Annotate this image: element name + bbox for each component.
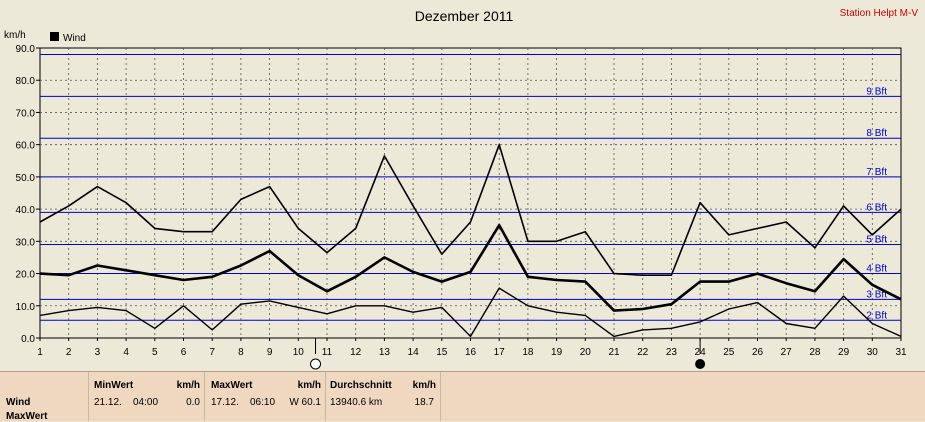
x-tick-label: 3 [95, 347, 101, 358]
wind-chart: Dezember 2011 Station Helpt M-V km/h Win… [0, 0, 925, 371]
bft-label: 4 Bft [866, 264, 887, 275]
x-tick-label: 23 [666, 347, 678, 358]
x-tick-label: 5 [152, 347, 158, 358]
x-tick-label: 18 [522, 347, 534, 358]
y-tick-label: 20.0 [16, 270, 36, 281]
max-column: MaxWert km/h 17.12. 06:10 W 60.1 [205, 372, 326, 421]
legend-swatch [50, 32, 59, 41]
y-tick-label: 60.0 [16, 141, 36, 152]
y-tick-label: 40.0 [16, 205, 36, 216]
x-tick-label: 11 [322, 347, 333, 358]
y-tick-label: 90.0 [16, 44, 36, 55]
min-unit: km/h [177, 380, 200, 391]
y-tick-label: 10.0 [16, 302, 36, 313]
min-value: 0.0 [186, 397, 200, 408]
min-date: 21.12. [94, 397, 122, 408]
table-label-column [0, 372, 89, 421]
x-tick-label: 27 [781, 347, 793, 358]
full-moon-icon [311, 359, 321, 369]
max-date: 17.12. [211, 397, 239, 408]
x-tick-label: 26 [752, 347, 764, 358]
x-tick-label: 10 [293, 347, 305, 358]
x-tick-label: 30 [867, 347, 879, 358]
x-tick-label: 14 [408, 347, 420, 358]
x-tick-label: 8 [238, 347, 244, 358]
min-time: 04:00 [133, 397, 158, 408]
stats-table: Wind MaxWert MinWert km/h 21.12. 04:00 0… [0, 371, 925, 421]
bft-label: 6 Bft [866, 202, 887, 213]
x-tick-label: 13 [379, 347, 391, 358]
y-tick-label: 80.0 [16, 76, 36, 87]
x-tick-label: 19 [551, 347, 563, 358]
x-tick-label: 2 [66, 347, 72, 358]
x-tick-label: 29 [838, 347, 850, 358]
bft-label: 2 Bft [866, 310, 887, 321]
x-tick-label: 6 [181, 347, 187, 358]
avg-value: 18.7 [415, 397, 434, 408]
x-tick-label: 25 [723, 347, 735, 358]
legend-label: Wind [63, 33, 86, 44]
bft-label: 9 Bft [866, 86, 887, 97]
x-tick-label: 12 [350, 347, 362, 358]
bft-label: 8 Bft [866, 128, 887, 139]
x-tick-label: 22 [637, 347, 649, 358]
chart-title: Dezember 2011 [415, 8, 514, 24]
x-tick-label: 28 [809, 347, 821, 358]
x-tick-label: 1 [37, 347, 43, 358]
y-tick-label: 70.0 [16, 108, 36, 119]
x-tick-label: 20 [580, 347, 592, 358]
y-unit-label: km/h [4, 30, 26, 41]
x-tick-label: 15 [436, 347, 448, 358]
min-header: MinWert [94, 380, 133, 391]
x-tick-label: 9 [267, 347, 273, 358]
max-unit: km/h [298, 380, 321, 391]
new-moon-icon [696, 360, 705, 369]
x-tick-label: 21 [608, 347, 620, 358]
x-tick-label: 17 [494, 347, 506, 358]
x-tick-label: 7 [209, 347, 215, 358]
avg-header: Durchschnitt [330, 380, 392, 391]
x-tick-label: 4 [123, 347, 129, 358]
station-name: Station Helpt M-V [840, 8, 919, 19]
max-value: W 60.1 [289, 397, 321, 408]
avg-distance: 13940.6 km [330, 397, 382, 408]
max-time: 06:10 [250, 397, 275, 408]
bft-label: 5 Bft [866, 235, 887, 246]
max-header: MaxWert [211, 380, 253, 391]
avg-column: Durchschnitt km/h 13940.6 km 18.7 [326, 372, 441, 421]
y-tick-label: 30.0 [16, 237, 36, 248]
min-column: MinWert km/h 21.12. 04:00 0.0 [89, 372, 205, 421]
y-tick-label: 0.0 [21, 334, 35, 345]
x-tick-label: 16 [465, 347, 477, 358]
y-tick-label: 50.0 [16, 173, 36, 184]
plot-area: 0.0 10.0 20.0 30.0 40.0 50.0 60.0 70.0 80.0 90.0 2… [16, 44, 907, 369]
x-tick-label: 31 [895, 347, 907, 358]
bft-label: 7 Bft [866, 167, 887, 178]
avg-unit: km/h [413, 380, 436, 391]
